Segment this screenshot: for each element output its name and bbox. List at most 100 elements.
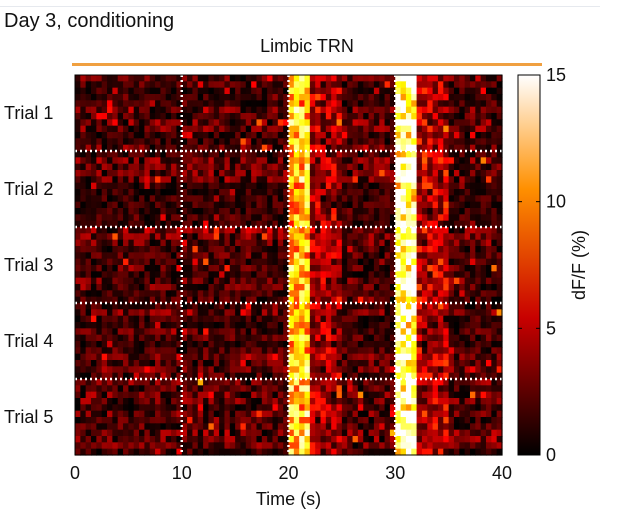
- heatmap-cell: [485, 252, 492, 260]
- heatmap-cell: [187, 113, 194, 120]
- heatmap-cell: [325, 423, 332, 431]
- heatmap-cell: [149, 417, 156, 424]
- heatmap-cell: [475, 448, 482, 456]
- heatmap-cell: [267, 208, 274, 215]
- heatmap-cell: [117, 182, 124, 190]
- heatmap-cell: [400, 366, 407, 374]
- heatmap-cell: [384, 328, 391, 336]
- heatmap-cell: [299, 151, 306, 158]
- heatmap-cell: [219, 448, 226, 456]
- heatmap-cell: [229, 258, 236, 266]
- heatmap-cell: [240, 366, 247, 374]
- heatmap-cell: [325, 429, 332, 437]
- heatmap-cell: [213, 170, 220, 177]
- heatmap-cell: [299, 366, 306, 374]
- heatmap-cell: [475, 157, 482, 165]
- heatmap-cell: [267, 214, 274, 222]
- heatmap-cell: [235, 334, 242, 342]
- heatmap-cell: [288, 220, 295, 228]
- heatmap-cell: [235, 322, 242, 329]
- heatmap-cell: [304, 119, 311, 127]
- heatmap-cell: [331, 252, 338, 260]
- heatmap-cell: [133, 75, 140, 82]
- heatmap-cell: [117, 410, 124, 418]
- heatmap-cell: [256, 429, 263, 437]
- heatmap-cell: [485, 176, 492, 184]
- heatmap-cell: [96, 132, 103, 139]
- heatmap-cell: [379, 176, 386, 184]
- heatmap-cell: [235, 100, 242, 108]
- heatmap-cell: [400, 151, 407, 158]
- heatmap-cell: [176, 296, 183, 304]
- heatmap-cell: [427, 182, 434, 190]
- heatmap-cell: [363, 284, 370, 291]
- heatmap-cell: [341, 347, 348, 355]
- heatmap-cell: [368, 87, 375, 95]
- heatmap-cell: [229, 252, 236, 260]
- heatmap-cell: [453, 106, 460, 114]
- heatmap-cell: [240, 296, 247, 304]
- heatmap-cell: [160, 429, 167, 437]
- heatmap-cell: [437, 201, 444, 209]
- heatmap-cell: [320, 189, 327, 196]
- heatmap-cell: [192, 176, 199, 184]
- heatmap-cell: [187, 277, 194, 285]
- heatmap-cell: [400, 100, 407, 108]
- heatmap-cell: [133, 81, 140, 89]
- heatmap-cell: [395, 170, 402, 177]
- heatmap-cell: [480, 75, 487, 82]
- heatmap-cell: [464, 360, 471, 367]
- heatmap-cell: [192, 423, 199, 431]
- heatmap-cell: [443, 315, 450, 323]
- heatmap-cell: [245, 436, 252, 443]
- heatmap-cell: [395, 309, 402, 317]
- heatmap-cell: [123, 303, 129, 310]
- heatmap-cell: [341, 151, 348, 158]
- heatmap-cell: [320, 309, 327, 317]
- heatmap-cell: [91, 284, 97, 291]
- heatmap-cell: [368, 220, 375, 228]
- heatmap-cell: [448, 334, 455, 342]
- heatmap-cell: [448, 309, 455, 317]
- heatmap-cell: [405, 252, 412, 260]
- heatmap-cell: [256, 138, 263, 146]
- heatmap-cell: [491, 113, 498, 120]
- heatmap-cell: [144, 322, 151, 329]
- heatmap-cell: [411, 398, 418, 405]
- heatmap-cell: [245, 284, 252, 291]
- heatmap-cell: [245, 81, 252, 89]
- heatmap-cell: [464, 379, 471, 386]
- heatmap-cell: [229, 163, 236, 171]
- heatmap-cell: [309, 417, 316, 424]
- heatmap-cell: [421, 391, 428, 399]
- heatmap-cell: [395, 113, 402, 120]
- heatmap-cell: [320, 296, 327, 304]
- heatmap-cell: [491, 214, 498, 222]
- heatmap-cell: [112, 448, 119, 456]
- heatmap-cell: [139, 360, 145, 367]
- heatmap-cell: [299, 208, 306, 215]
- heatmap-cell: [251, 125, 258, 133]
- heatmap-cell: [112, 391, 119, 399]
- heatmap-cell: [485, 170, 492, 177]
- heatmap-cell: [128, 366, 135, 374]
- heatmap-cell: [459, 246, 466, 253]
- heatmap-cell: [320, 113, 327, 120]
- heatmap-cell: [432, 125, 439, 133]
- heatmap-cell: [347, 125, 354, 133]
- heatmap-cell: [165, 81, 172, 89]
- heatmap-cell: [400, 94, 407, 101]
- heatmap-cell: [411, 87, 418, 95]
- heatmap-cell: [395, 360, 402, 367]
- heatmap-cell: [459, 201, 466, 209]
- heatmap-cell: [91, 119, 97, 127]
- heatmap-cell: [331, 303, 338, 310]
- heatmap-cell: [389, 429, 396, 437]
- heatmap-cell: [411, 322, 418, 329]
- heatmap-cell: [299, 372, 306, 380]
- heatmap-cell: [176, 334, 183, 342]
- heatmap-cell: [400, 322, 407, 329]
- heatmap-cell: [277, 113, 284, 120]
- heatmap-cell: [320, 170, 327, 177]
- heatmap-cell: [437, 284, 444, 291]
